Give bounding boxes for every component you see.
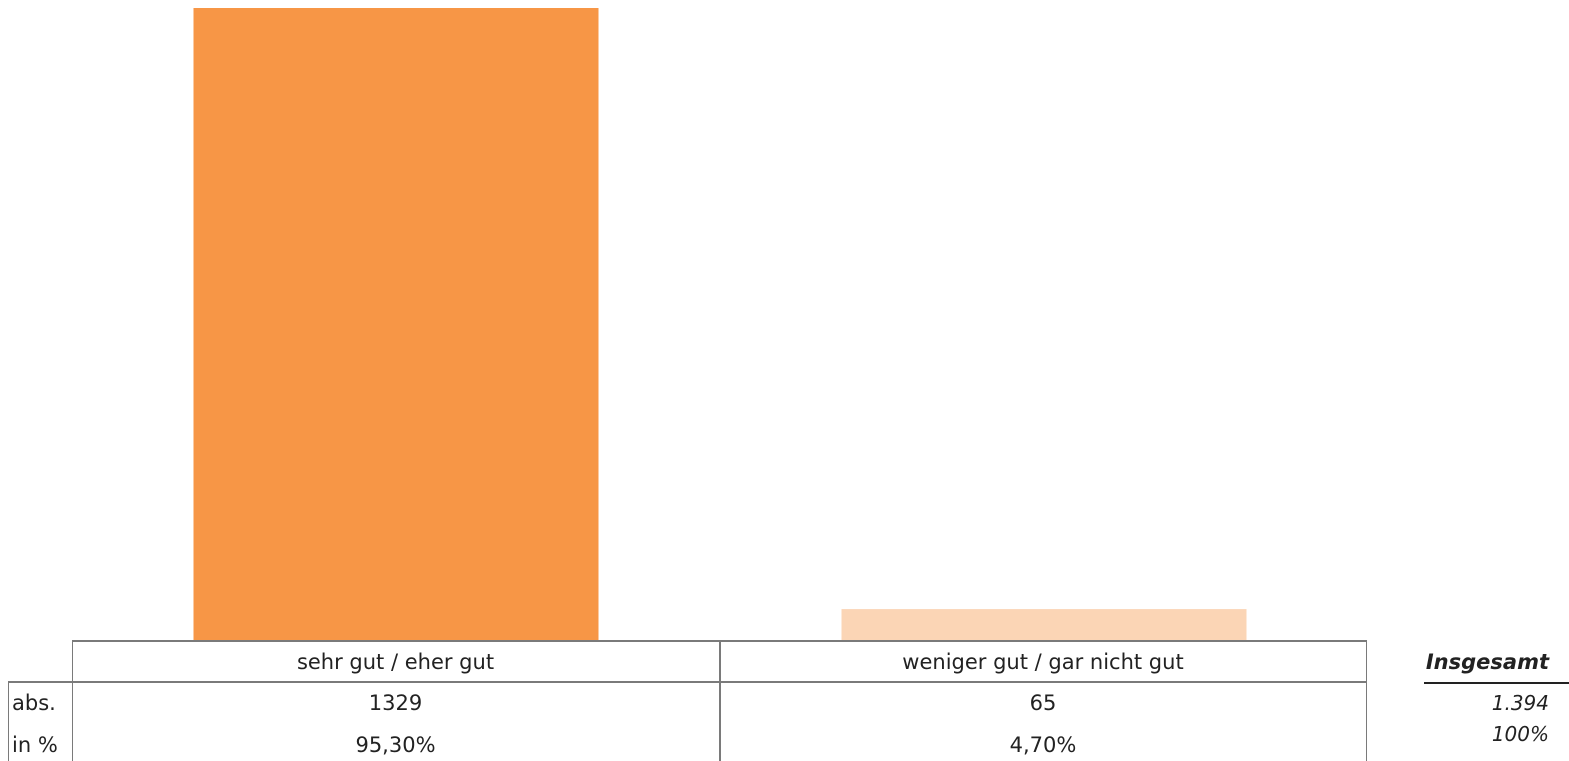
bar-1	[193, 8, 599, 640]
row-label-pct: in %	[12, 733, 58, 757]
table-header-bottom-border	[8, 681, 1367, 683]
category-label-2: weniger gut / gar nicht gut	[902, 650, 1184, 674]
abs-value-2: 65	[1029, 691, 1057, 715]
total-pct: 100%	[1491, 722, 1549, 746]
bar-chart	[193, 8, 1247, 640]
total-abs: 1.394	[1491, 691, 1549, 715]
total-label: Insgesamt	[1425, 650, 1549, 674]
table-left-border	[8, 681, 9, 761]
table-column-divider	[719, 640, 721, 761]
table-right-border	[1366, 640, 1367, 761]
category-label-1: sehr gut / eher gut	[296, 650, 495, 674]
row-label-abs: abs.	[12, 691, 56, 715]
pct-value-2: 4,70%	[1009, 733, 1077, 757]
bar-2	[841, 609, 1247, 640]
abs-value-1: 1329	[368, 691, 423, 715]
table-rowlabel-divider	[72, 640, 73, 761]
pct-value-1: 95,30%	[355, 733, 436, 757]
total-underline	[1424, 682, 1569, 684]
